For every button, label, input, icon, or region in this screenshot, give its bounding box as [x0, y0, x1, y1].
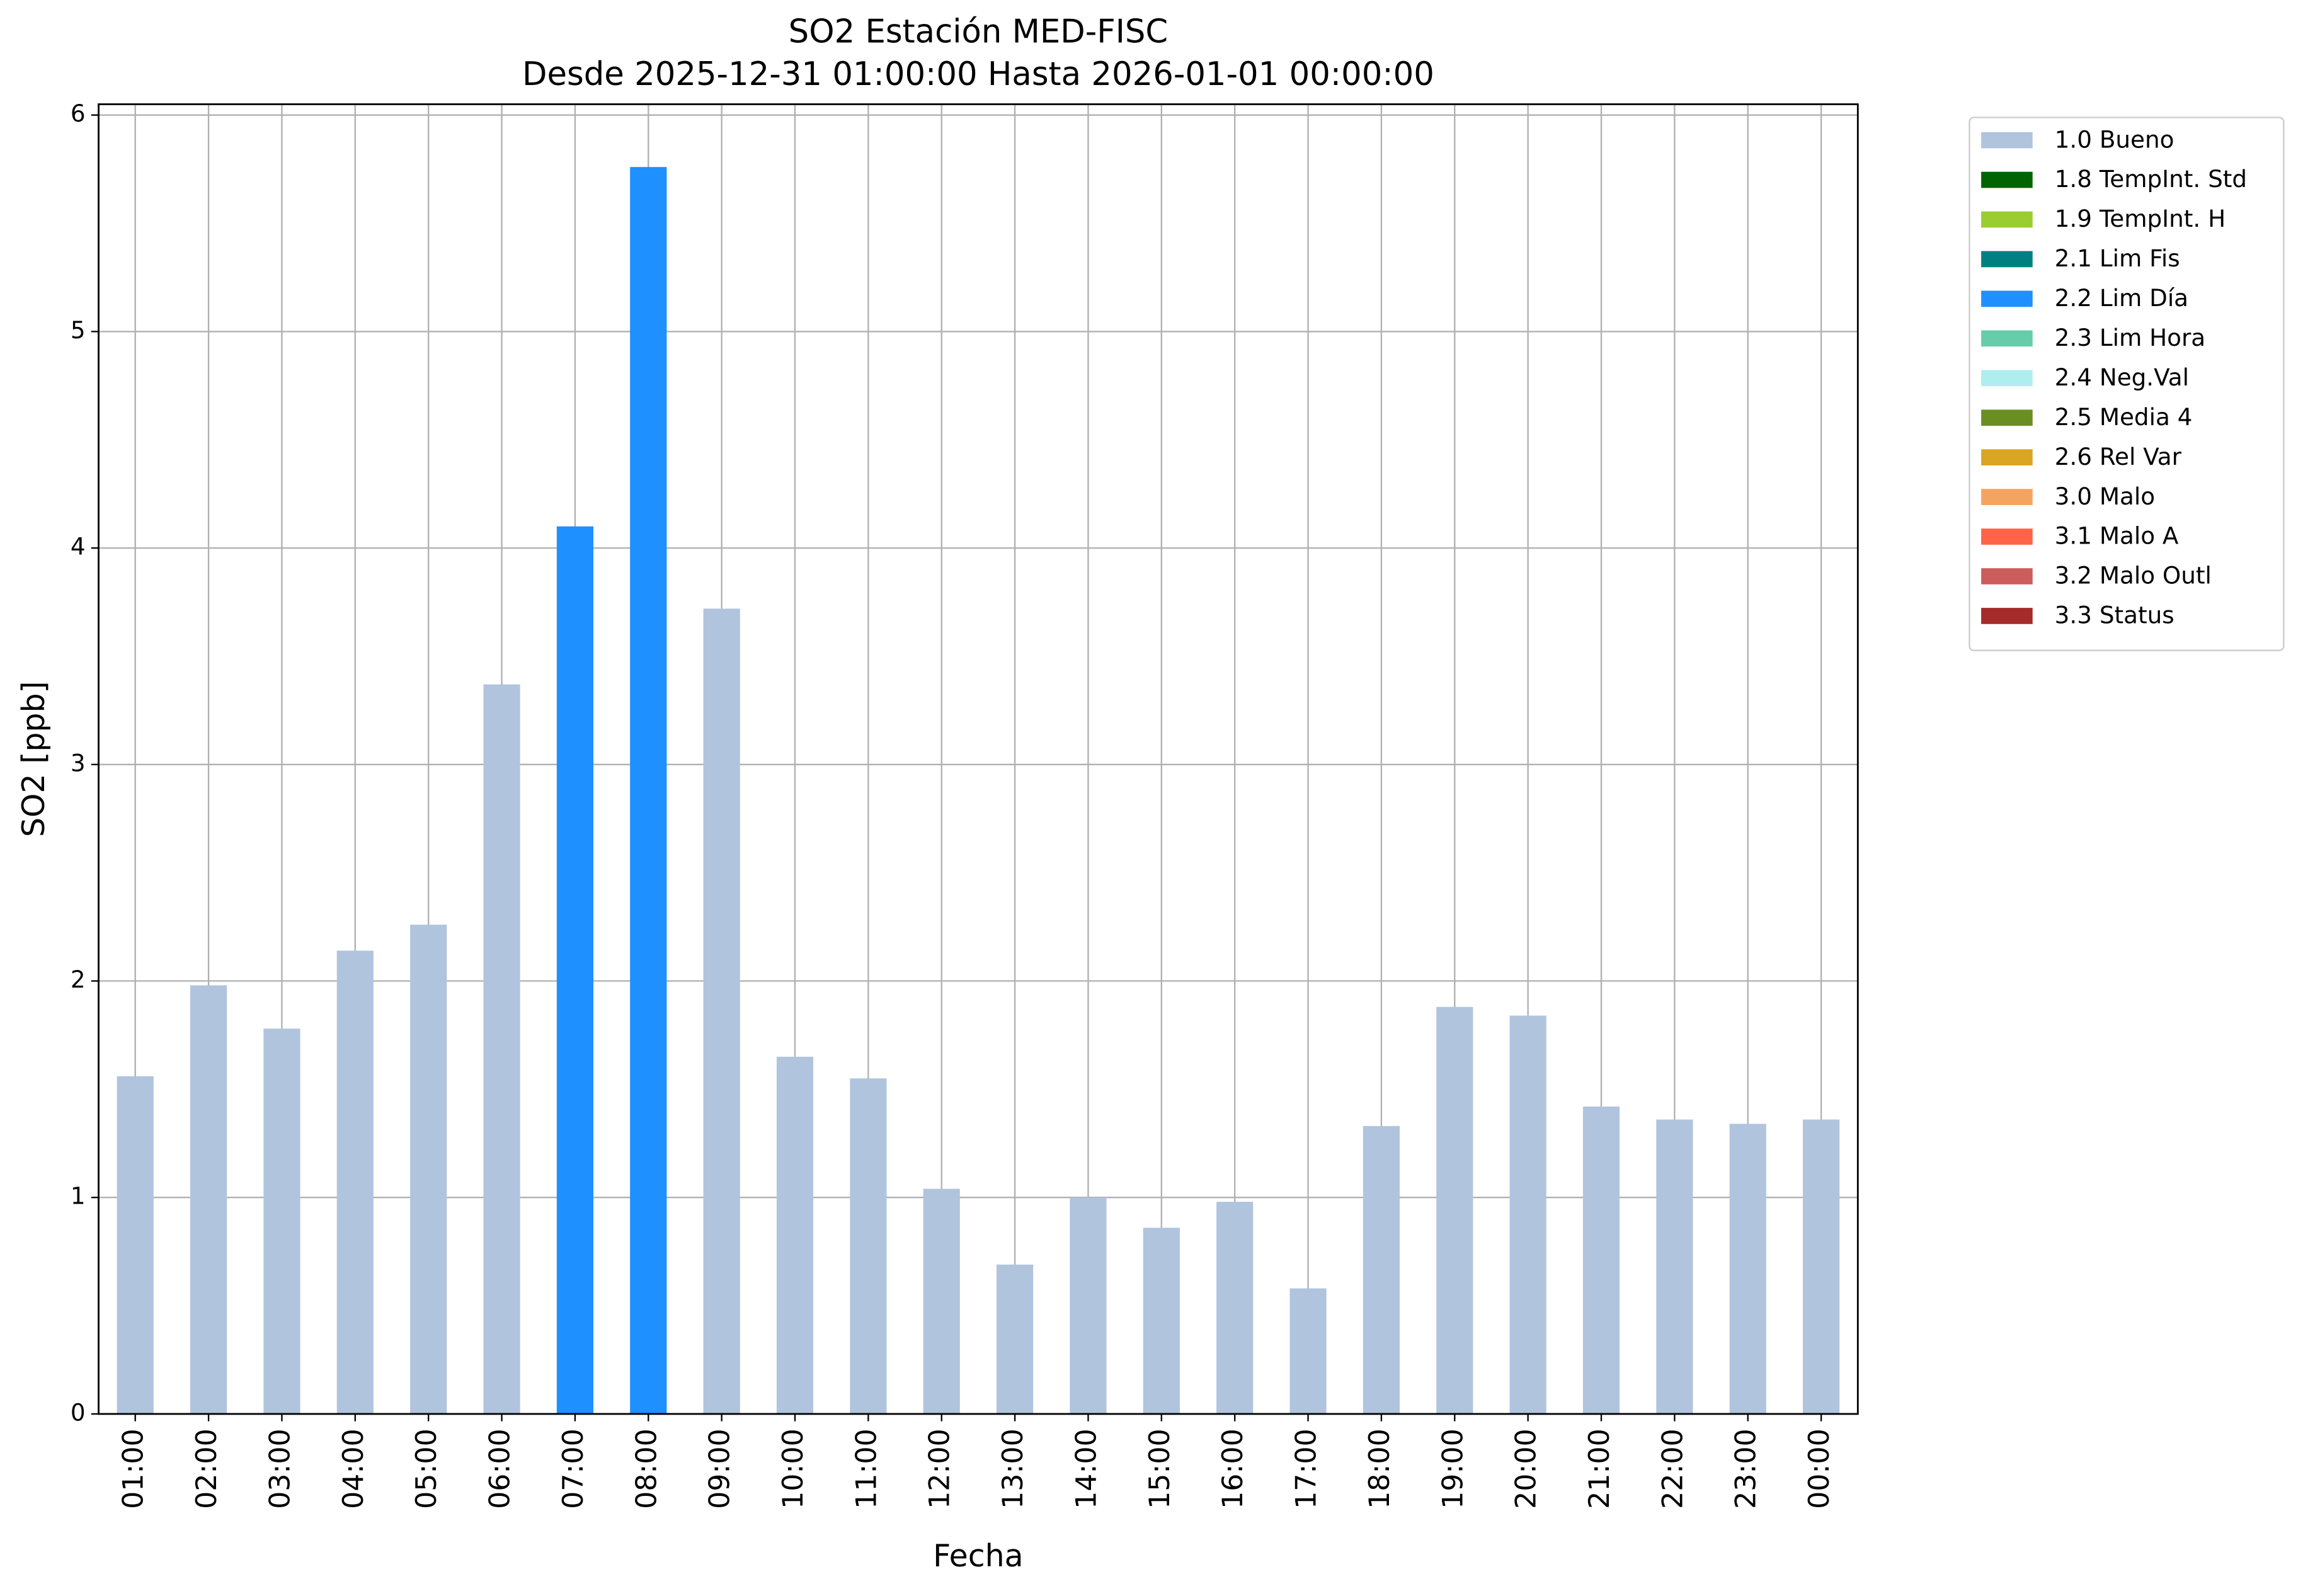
chart-subtitle: Desde 2025-12-31 01:00:00 Hasta 2026-01-… — [522, 55, 1434, 93]
legend-swatch — [1981, 132, 2033, 149]
x-tick-label: 18:00 — [1364, 1428, 1396, 1509]
legend-label: 2.4 Neg.Val — [2055, 363, 2189, 391]
bar — [190, 985, 227, 1414]
x-tick-label: 17:00 — [1291, 1428, 1323, 1509]
bar — [1216, 1202, 1254, 1414]
legend-swatch — [1981, 409, 2033, 426]
legend-swatch — [1981, 489, 2033, 505]
x-tick-label: 00:00 — [1803, 1428, 1836, 1509]
legend-label: 3.2 Malo Outl — [2055, 562, 2212, 590]
y-tick-label: 0 — [71, 1398, 86, 1426]
legend-swatch — [1981, 211, 2033, 228]
y-tick-label: 4 — [71, 533, 86, 561]
legend-swatch — [1981, 330, 2033, 347]
bar — [1363, 1126, 1400, 1414]
bar — [1803, 1119, 1840, 1414]
legend-swatch — [1981, 290, 2033, 307]
legend-label: 3.1 Malo A — [2055, 522, 2179, 550]
legend-label: 2.3 Lim Hora — [2055, 324, 2205, 351]
x-tick-label: 07:00 — [557, 1428, 590, 1509]
x-tick-label: 03:00 — [264, 1428, 296, 1509]
legend-label: 1.0 Bueno — [2055, 125, 2174, 153]
bar — [263, 1029, 300, 1414]
x-tick-label: 14:00 — [1070, 1428, 1102, 1509]
x-tick-label: 20:00 — [1511, 1428, 1543, 1509]
legend-label: 2.6 Rel Var — [2055, 443, 2182, 470]
bar — [1070, 1197, 1107, 1414]
y-tick-label: 3 — [71, 749, 86, 777]
legend-label: 2.5 Media 4 — [2055, 403, 2193, 431]
bar — [336, 950, 374, 1414]
x-tick-label: 08:00 — [631, 1428, 663, 1509]
bar — [630, 167, 667, 1414]
y-tick-label: 2 — [71, 966, 86, 993]
bar — [1143, 1228, 1180, 1414]
x-tick-label: 10:00 — [777, 1428, 809, 1509]
bar — [556, 526, 594, 1414]
x-tick-label: 19:00 — [1437, 1428, 1469, 1509]
x-tick-label: 22:00 — [1657, 1428, 1689, 1509]
plot-frame — [98, 103, 1859, 1415]
legend-swatch — [1981, 528, 2033, 545]
x-tick-label: 15:00 — [1144, 1428, 1176, 1509]
legend-swatch — [1981, 370, 2033, 387]
bar — [1289, 1288, 1327, 1414]
legend: 1.0 Bueno 1.8 TempInt. Std 1.9 TempInt. H 2… — [1969, 117, 2285, 651]
legend-swatch — [1981, 608, 2033, 624]
legend-label: 3.3 Status — [2055, 601, 2174, 629]
bar — [850, 1078, 887, 1414]
chart-title: SO2 Estación MED-FISC — [789, 13, 1169, 51]
y-tick-label: 5 — [71, 316, 86, 344]
legend-frame — [1969, 117, 2285, 651]
x-tick-label: 23:00 — [1730, 1428, 1763, 1509]
legend-swatch — [1981, 449, 2033, 465]
x-tick-label: 01:00 — [118, 1428, 150, 1509]
bar — [923, 1188, 960, 1414]
bar — [1656, 1119, 1693, 1414]
legend-swatch — [1981, 568, 2033, 584]
legend-swatch — [1981, 251, 2033, 268]
bar — [1436, 1006, 1473, 1414]
legend-swatch — [1981, 171, 2033, 188]
x-tick-label: 21:00 — [1584, 1428, 1616, 1509]
bar — [410, 925, 447, 1414]
bar — [997, 1264, 1034, 1414]
legend-label: 1.9 TempInt. H — [2055, 205, 2226, 232]
bar — [1509, 1015, 1546, 1414]
bars — [117, 167, 1840, 1414]
bar — [776, 1056, 814, 1414]
legend-label: 1.8 TempInt. Std — [2055, 165, 2247, 193]
x-tick-label: 04:00 — [338, 1428, 370, 1509]
x-tick-label: 11:00 — [850, 1428, 883, 1509]
x-tick-label: 06:00 — [484, 1428, 517, 1509]
x-tick-label: 05:00 — [411, 1428, 443, 1509]
x-tick-label: 16:00 — [1217, 1428, 1249, 1509]
y-tick-label: 1 — [71, 1182, 86, 1210]
x-axis-label: Fecha — [933, 1538, 1024, 1574]
bar — [1582, 1106, 1620, 1414]
legend-label: 3.0 Malo — [2055, 482, 2155, 510]
bar — [483, 684, 520, 1414]
legend-label: 2.2 Lim Día — [2055, 284, 2188, 312]
bar — [1729, 1124, 1766, 1414]
x-tick-label: 12:00 — [924, 1428, 956, 1509]
x-tick-label: 09:00 — [704, 1428, 736, 1509]
legend-label: 2.1 Lim Fis — [2055, 244, 2180, 272]
x-tick-label: 13:00 — [997, 1428, 1029, 1509]
bar — [703, 608, 740, 1414]
y-tick-label: 6 — [71, 100, 86, 127]
x-tick-label: 02:00 — [191, 1428, 223, 1509]
y-axis-label: SO2 [ppb] — [16, 681, 52, 837]
bar — [117, 1076, 154, 1414]
